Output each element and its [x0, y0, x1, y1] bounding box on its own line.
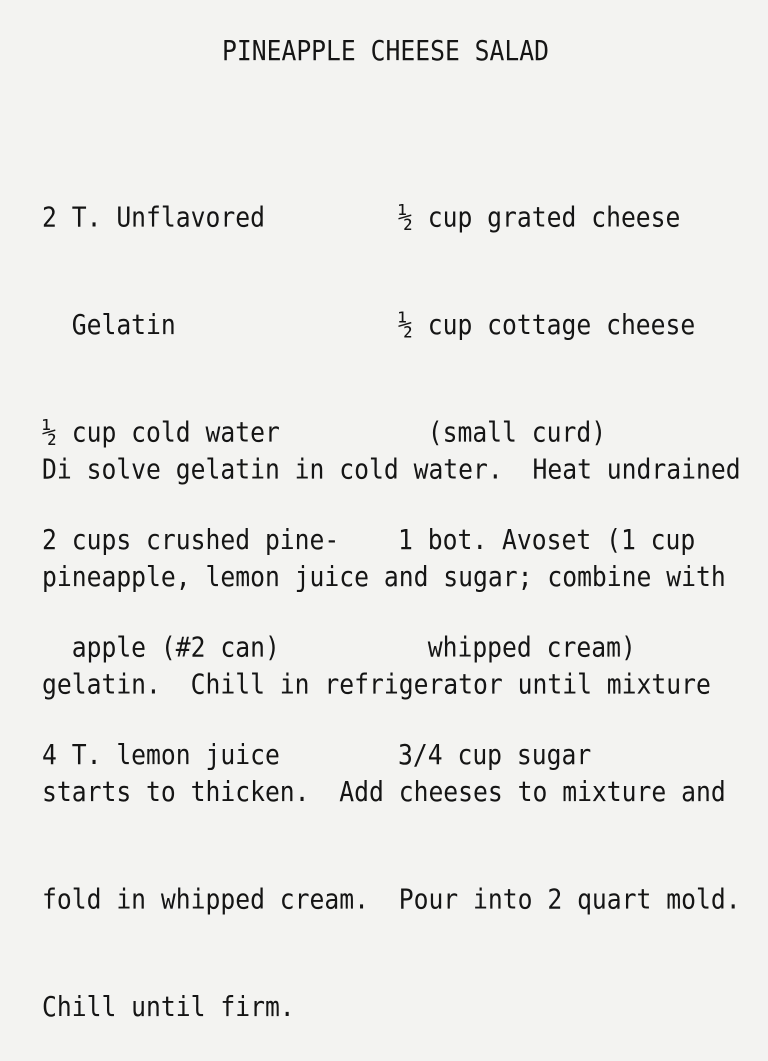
ingredient-line: ½ cup cottage cheese [398, 308, 696, 341]
instruction-line: starts to thicken. Add cheeses to mixtur… [42, 775, 726, 808]
ingredient-line: (small curd) [398, 415, 607, 449]
instruction-line: fold in whipped cream. Pour into 2 quart… [42, 882, 741, 916]
instruction-line: Chill until firm. [42, 990, 295, 1023]
ingredient-line: Gelatin [42, 308, 176, 341]
instruction-line: gelatin. Chill in refrigerator until mix… [42, 667, 711, 701]
recipe-title: PINEAPPLE CHEESE SALAD [222, 34, 549, 67]
ingredient-line: 2 cups crushed pine- [42, 523, 340, 556]
ingredient-line: ½ cup grated cheese [398, 200, 681, 234]
ingredient-line: 2 T. Unflavored [42, 200, 265, 234]
instruction-line: Di solve gelatin in cold water. Heat und… [42, 452, 741, 486]
ingredient-line: 1 bot. Avoset (1 cup [398, 523, 696, 556]
instructions: Di solve gelatin in cold water. Heat und… [42, 380, 741, 1061]
instruction-line: pineapple, lemon juice and sugar; combin… [42, 560, 726, 593]
ingredient-line: ½ cup cold water [42, 415, 280, 449]
